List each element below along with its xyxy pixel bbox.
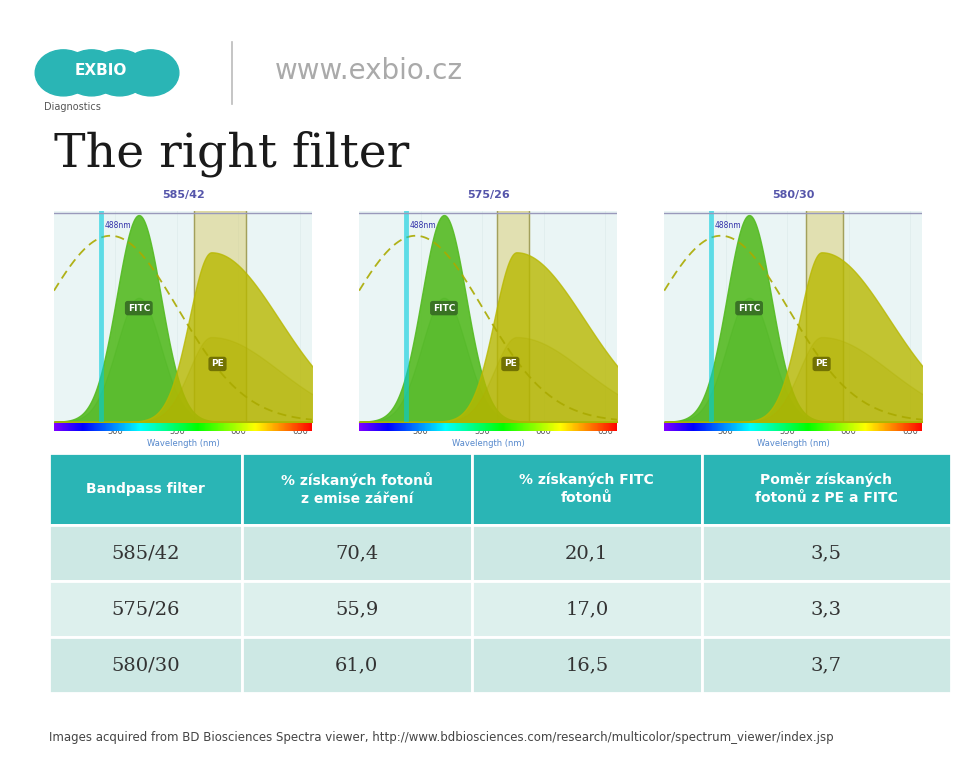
Bar [242,637,471,693]
Text: 17,0: 17,0 [565,601,609,618]
Text: Images acquired from BD Biosciences Spectra viewer, http://www.bdbiosciences.com: Images acquired from BD Biosciences Spec… [49,732,834,744]
Text: 585/42: 585/42 [161,190,204,200]
Text: 70,4: 70,4 [335,545,378,562]
Bar [471,581,702,637]
Bar [702,525,950,581]
Text: 3,3: 3,3 [810,601,842,618]
Text: www.exbio.cz: www.exbio.cz [275,57,463,84]
Bar [702,453,950,525]
Text: PE: PE [211,360,224,368]
Bar [702,581,950,637]
Bar [471,453,702,525]
Text: 580/30: 580/30 [772,190,814,200]
Text: The right filter: The right filter [54,130,409,176]
Text: Poměr získaných
fotonů z PE a FITC: Poměr získaných fotonů z PE a FITC [755,472,898,505]
Text: % získaných FITC
fotonů: % získaných FITC fotonů [519,472,654,505]
Text: 575/26: 575/26 [111,601,180,618]
Bar [702,637,950,693]
Text: 3,7: 3,7 [810,657,842,674]
Text: 3,5: 3,5 [810,545,842,562]
Circle shape [91,50,148,96]
Text: FITC: FITC [433,304,455,313]
Text: 488nm: 488nm [410,221,436,230]
Bar [497,211,529,422]
Circle shape [36,50,91,96]
Text: 61,0: 61,0 [335,657,378,674]
Text: 575/26: 575/26 [467,190,510,200]
Text: 55,9: 55,9 [335,601,378,618]
Text: FITC: FITC [128,304,150,313]
X-axis label: Wavelength (nm): Wavelength (nm) [147,439,220,448]
Bar [49,525,242,581]
Text: PE: PE [504,360,516,368]
Text: 585/42: 585/42 [111,545,180,562]
Bar [242,581,471,637]
Circle shape [123,50,179,96]
Text: 580/30: 580/30 [111,657,180,674]
Text: 20,1: 20,1 [565,545,609,562]
Text: EXBIO: EXBIO [75,63,127,78]
Bar [49,581,242,637]
Bar [805,211,843,422]
Text: Bandpass filter: Bandpass filter [86,482,204,496]
Bar [242,525,471,581]
Circle shape [63,50,120,96]
Text: 16,5: 16,5 [565,657,609,674]
X-axis label: Wavelength (nm): Wavelength (nm) [452,439,524,448]
Text: % získaných fotonů
z emise záření: % získaných fotonů z emise záření [281,472,433,506]
X-axis label: Wavelength (nm): Wavelength (nm) [757,439,829,448]
Bar [49,637,242,693]
Bar [242,453,471,525]
Bar [194,211,246,422]
Bar [471,637,702,693]
Text: PE: PE [815,360,828,368]
Bar [471,525,702,581]
Text: 488nm: 488nm [105,221,131,230]
Text: FITC: FITC [738,304,760,313]
Text: Diagnostics: Diagnostics [44,102,101,112]
Bar [49,453,242,525]
Text: 488nm: 488nm [714,221,741,230]
